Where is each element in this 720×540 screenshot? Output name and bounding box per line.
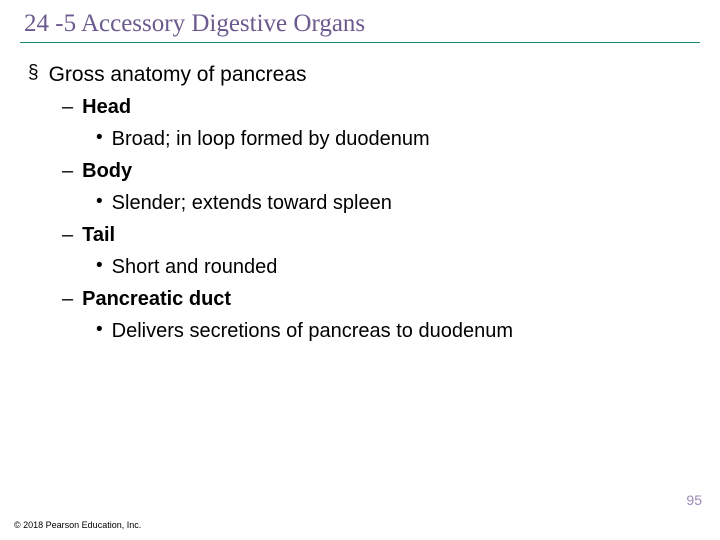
bullet-dot-icon: • xyxy=(96,318,103,343)
page-number: 95 xyxy=(686,492,702,508)
outline-level3-item: • Broad; in loop formed by duodenum xyxy=(96,126,692,152)
bullet-dash-icon: – xyxy=(62,94,73,120)
outline-level3-item: • Slender; extends toward spleen xyxy=(96,190,692,216)
outline-level2-text: Body xyxy=(82,158,132,184)
outline-level3-text: Delivers secretions of pancreas to duode… xyxy=(112,318,513,344)
outline-level3-text: Slender; extends toward spleen xyxy=(112,190,392,216)
slide-content: § Gross anatomy of pancreas – Head • Bro… xyxy=(0,43,720,344)
outline-level3-text: Broad; in loop formed by duodenum xyxy=(112,126,430,152)
slide-title: 24 -5 Accessory Digestive Organs xyxy=(0,0,720,42)
outline-level3-item: • Short and rounded xyxy=(96,254,692,280)
copyright-text: © 2018 Pearson Education, Inc. xyxy=(14,520,141,530)
outline-level2-text: Tail xyxy=(82,222,115,248)
outline-level2-text: Pancreatic duct xyxy=(82,286,231,312)
bullet-dot-icon: • xyxy=(96,126,103,151)
bullet-section-icon: § xyxy=(28,61,39,86)
outline-level2-text: Head xyxy=(82,94,131,120)
outline-level3-text: Short and rounded xyxy=(112,254,278,280)
outline-level2-item: – Tail xyxy=(62,222,692,248)
bullet-dash-icon: – xyxy=(62,158,73,184)
outline-level3-item: • Delivers secretions of pancreas to duo… xyxy=(96,318,692,344)
bullet-dash-icon: – xyxy=(62,286,73,312)
outline-level2-item: – Pancreatic duct xyxy=(62,286,692,312)
outline-level1-text: Gross anatomy of pancreas xyxy=(49,61,307,88)
outline-level2-item: – Body xyxy=(62,158,692,184)
bullet-dash-icon: – xyxy=(62,222,73,248)
outline-level1-item: § Gross anatomy of pancreas xyxy=(28,61,692,88)
outline-level2-item: – Head xyxy=(62,94,692,120)
bullet-dot-icon: • xyxy=(96,254,103,279)
bullet-dot-icon: • xyxy=(96,190,103,215)
